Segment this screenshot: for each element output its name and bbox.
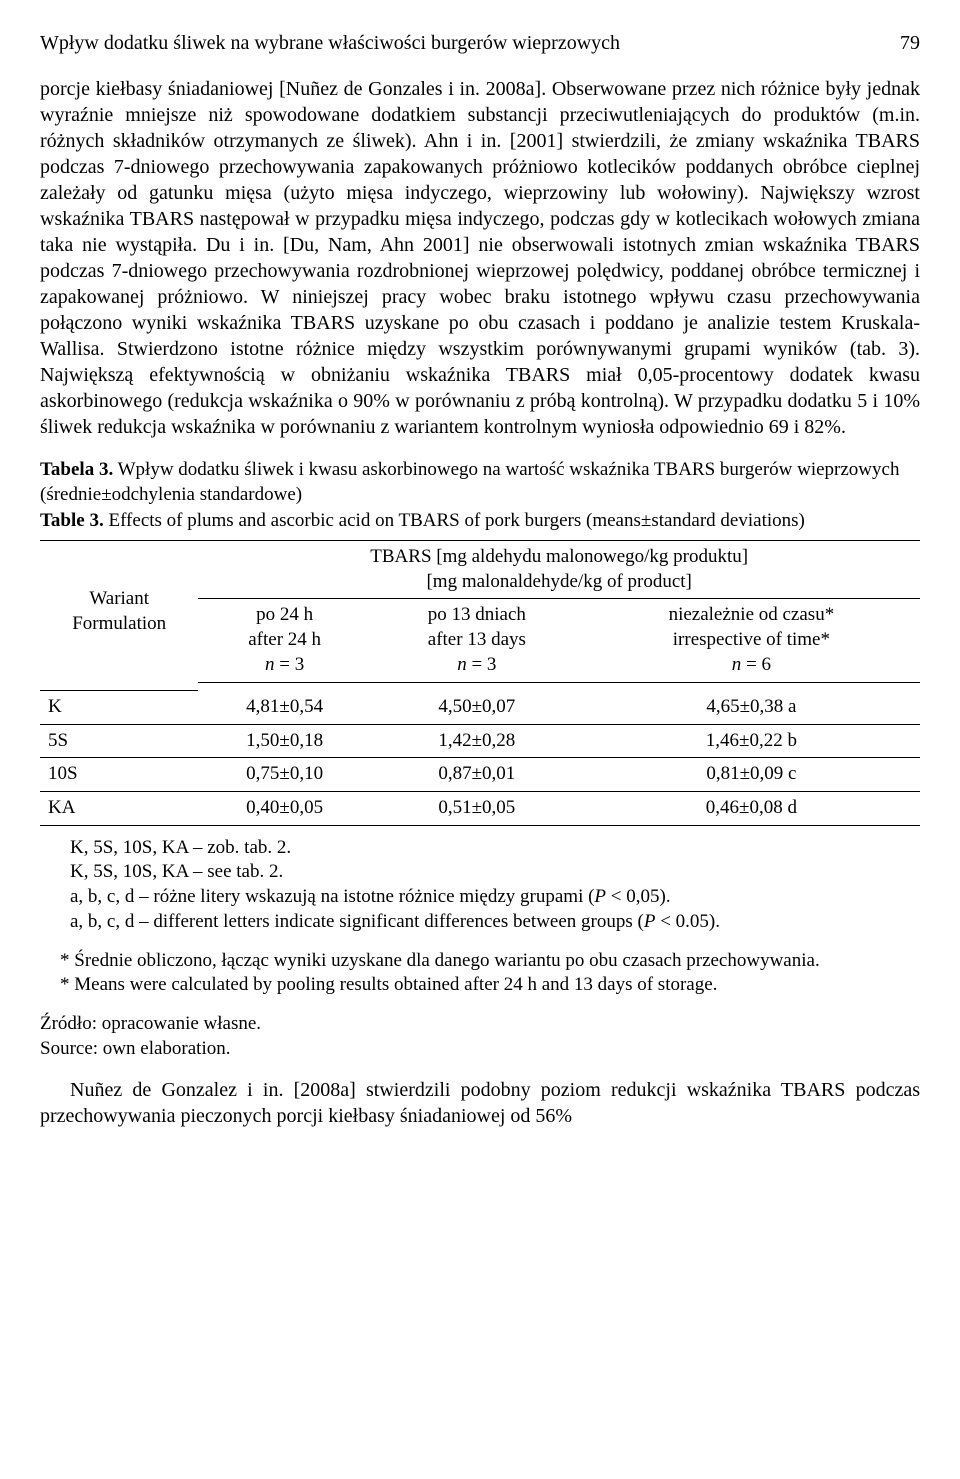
table3-note6: * Means were calculated by pooling resul… [60,973,920,998]
source-pl: Źródło: opracowanie własne. [40,1012,920,1037]
body-paragraph: porcje kiełbasy śniadaniowej [Nuñez de G… [40,76,920,440]
table3-caption-en-text: Effects of plums and ascorbic acid on TB… [104,510,805,531]
table3-notes: K, 5S, 10S, KA – zob. tab. 2. K, 5S, 10S… [70,836,920,935]
table3: Wariant Formulation TBARS [mg aldehydu m… [40,540,920,826]
table-row: KA 0,40±0,05 0,51±0,05 0,46±0,08 d [40,792,920,826]
table3-caption-pl-text: Wpływ dodatku śliwek i kwasu askorbinowe… [40,459,899,505]
table3-subheader-irrespective: niezależnie od czasu* irrespective of ti… [583,599,920,682]
table3-caption-en-label: Table 3. [40,510,104,531]
n-label: n [732,654,742,675]
table-row: 10S 0,75±0,10 0,87±0,01 0,81±0,09 c [40,758,920,792]
table3-note4: a, b, c, d – different letters indicate … [70,910,920,935]
n-label: n [265,654,275,675]
table3-header-wariant: Wariant Formulation [40,541,198,682]
table3-subheader-13d: po 13 dniach after 13 days n = 3 [371,599,583,682]
running-head: Wpływ dodatku śliwek na wybrane właściwo… [40,30,920,56]
page-number: 79 [900,30,920,56]
table-row: K 4,81±0,54 4,50±0,07 4,65±0,38 a [40,691,920,725]
source-block: Źródło: opracowanie własne. Source: own … [40,1012,920,1061]
table3-note1: K, 5S, 10S, KA – zob. tab. 2. [70,836,920,861]
table3-header-tbars: TBARS [mg aldehydu malonowego/kg produkt… [198,541,920,599]
source-en: Source: own elaboration. [40,1037,920,1062]
table3-subheader-24h: po 24 h after 24 h n = 3 [198,599,371,682]
table3-body: K 4,81±0,54 4,50±0,07 4,65±0,38 a 5S 1,5… [40,691,920,826]
table3-note3: a, b, c, d – różne litery wskazują na is… [70,885,920,910]
table3-caption-en: Table 3. Effects of plums and ascorbic a… [40,509,920,534]
running-title: Wpływ dodatku śliwek na wybrane właściwo… [40,30,620,56]
table3-note5: * Średnie obliczono, łącząc wyniki uzysk… [60,949,920,974]
table3-caption-pl-label: Tabela 3. [40,459,113,480]
n-label: n [457,654,467,675]
table3-caption-pl: Tabela 3. Wpływ dodatku śliwek i kwasu a… [40,458,920,507]
table3-note2: K, 5S, 10S, KA – see tab. 2. [70,860,920,885]
table-row: 5S 1,50±0,18 1,42±0,28 1,46±0,22 b [40,724,920,758]
final-paragraph: Nuñez de Gonzalez i in. [2008a] stwierdz… [40,1077,920,1129]
table3-notes-star: * Średnie obliczono, łącząc wyniki uzysk… [60,949,920,998]
